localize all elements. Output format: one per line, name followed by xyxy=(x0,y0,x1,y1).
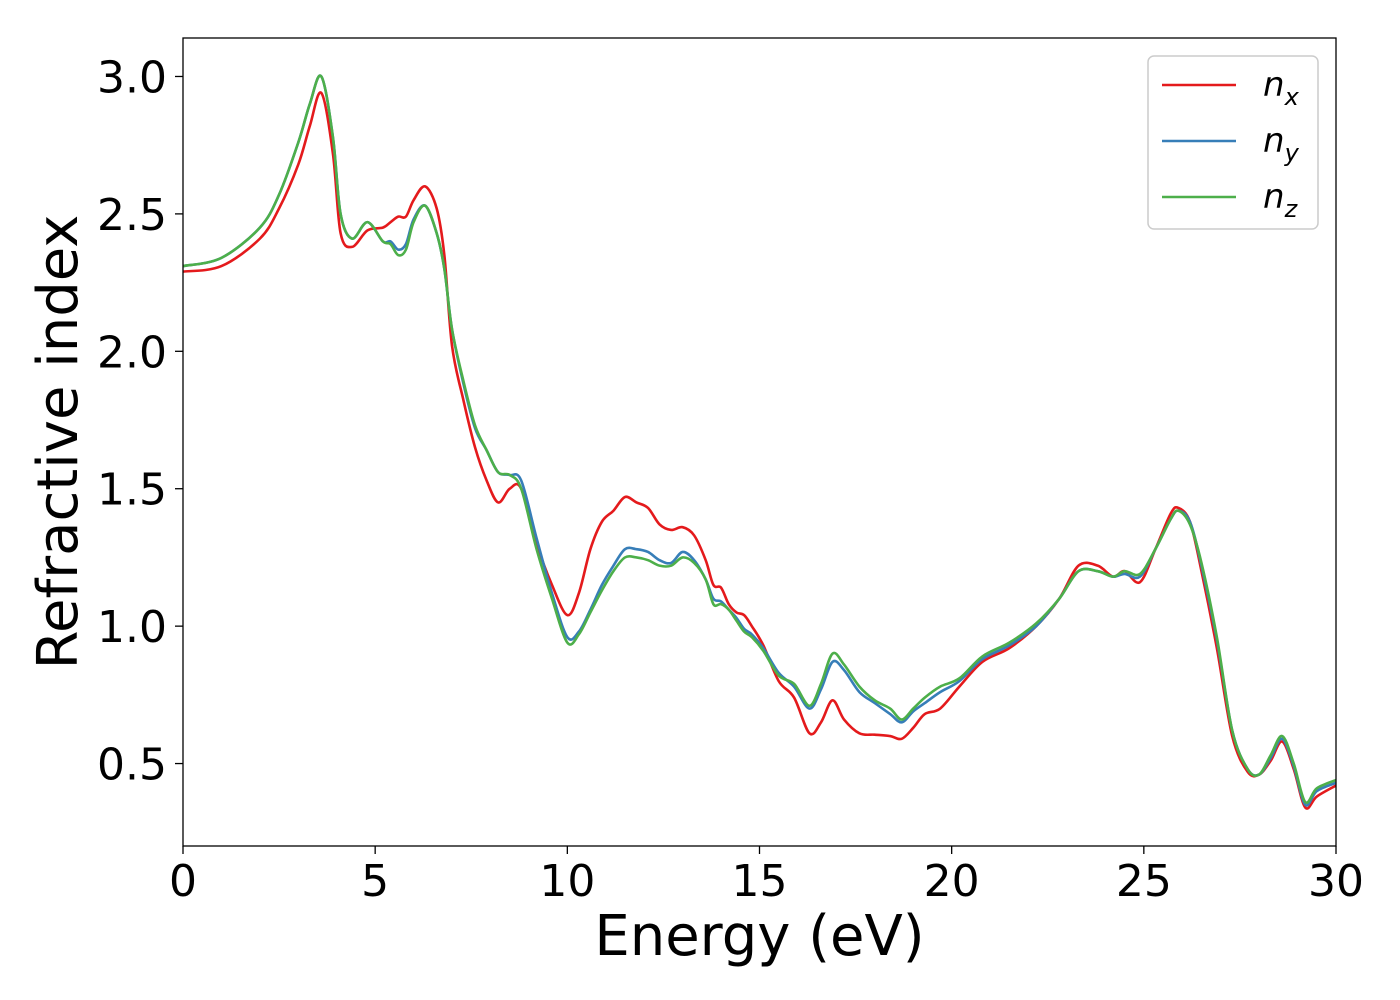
y-tick-label: 3.0 xyxy=(97,52,167,103)
x-tick-label: 0 xyxy=(169,856,197,907)
series-line-z xyxy=(183,74,1336,805)
x-tick-label: 20 xyxy=(924,856,980,907)
x-tick-label: 5 xyxy=(361,856,389,907)
y-tick-label: 2.0 xyxy=(97,327,167,378)
x-tick-label: 15 xyxy=(732,856,788,907)
y-axis-ticks: 0.5 1.0 1.5 2.0 2.5 3.0 xyxy=(97,52,183,791)
y-tick-label: 1.5 xyxy=(97,465,167,516)
x-tick-label: 10 xyxy=(539,856,595,907)
x-tick-label: 30 xyxy=(1308,856,1364,907)
y-tick-label: 1.0 xyxy=(97,602,167,653)
x-tick-label: 25 xyxy=(1116,856,1172,907)
legend-box xyxy=(1147,55,1319,230)
y-tick-label: 2.5 xyxy=(97,190,167,241)
y-axis-label: Refractive index xyxy=(26,215,91,670)
series-layer xyxy=(183,74,1336,810)
x-axis-ticks: 0 5 10 15 20 25 30 xyxy=(169,846,1364,907)
x-axis-label: Energy (eV) xyxy=(594,904,924,969)
y-tick-label: 0.5 xyxy=(97,740,167,791)
